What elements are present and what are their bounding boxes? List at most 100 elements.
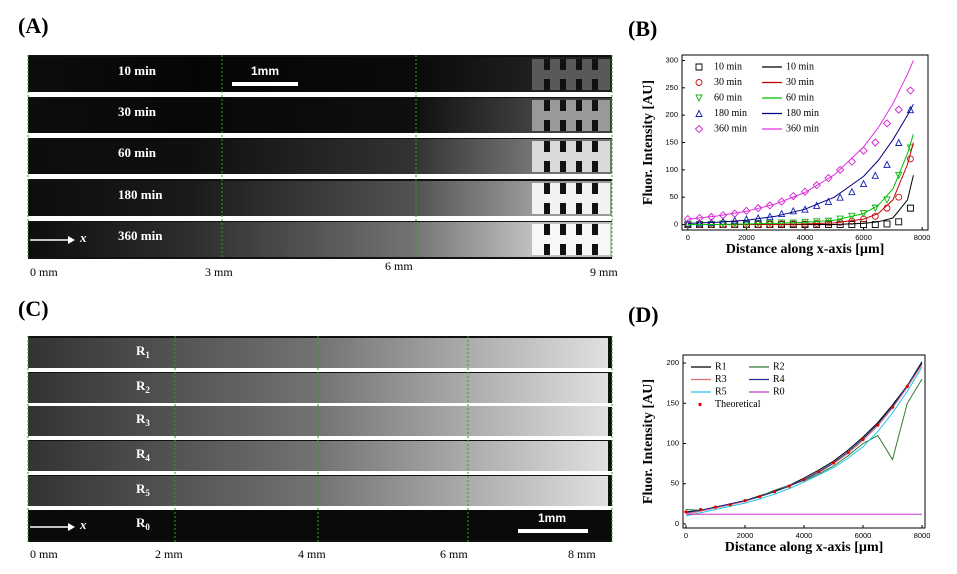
x-tick-label: 6000 [855,233,872,242]
x-tick-label: 0 [684,531,688,540]
y-tick-label: 200 [665,110,678,119]
strip-label-sub: 0 [145,522,150,532]
strip-label-sub: 2 [145,385,150,395]
strip-label: 60 min [118,145,157,160]
comb-gap [576,79,582,90]
comb-gap [560,244,566,255]
strip-label: R0 [136,515,150,532]
marker [713,505,718,509]
marker [859,146,868,155]
strip-label: 360 min [118,228,163,243]
marker [728,503,732,507]
marker [847,157,856,166]
marker [906,204,914,212]
comb-gap [544,224,550,235]
marker [802,478,806,482]
comb-gap [576,59,582,70]
y-tick-label: 150 [665,137,678,146]
comb-gap [592,79,598,90]
arrow-head [68,236,75,244]
image-strip [28,222,612,257]
marker [876,423,880,427]
legend-label: 360 min [714,123,747,134]
y-tick-label: 50 [671,479,679,488]
marker [894,171,903,180]
marker [765,201,774,210]
comb [532,183,610,214]
strip-label: R5 [136,481,150,498]
comb-gap [592,120,598,131]
separator [28,471,612,475]
legend-swatch [695,63,703,71]
marker [743,499,747,503]
comb-gap [544,120,550,131]
x-tick-label: 0 [686,233,690,242]
legend-label: 180 min [786,108,819,119]
comb-gap [576,100,582,111]
legend-label: 30 min [786,77,814,88]
marker [905,384,909,388]
strip-label: 180 min [118,187,163,202]
separator [28,403,612,407]
strip-label-sub: 3 [145,418,150,428]
marker [742,206,751,215]
comb-gap [592,183,598,194]
marker [882,119,892,128]
panel-label: (C) [18,296,49,321]
comb-gap [544,141,550,152]
comb-gap [560,141,566,152]
marker [789,191,798,201]
marker [707,212,716,222]
axis-arrow-label: x [79,230,87,245]
y-tick-label: 250 [665,83,678,92]
y-tick-label: 300 [665,55,678,64]
separator [28,506,612,510]
marker [789,206,798,215]
comb-gap [576,161,582,172]
comb-gap [576,203,582,214]
comb-gap [560,183,566,194]
x-tick-label: 2000 [737,531,754,540]
legend-label: 10 min [714,61,742,72]
image-strip [28,181,612,216]
scale-bar-label: 1mm [251,64,279,78]
series-line [687,60,914,220]
strip-label: 10 min [118,63,157,78]
marker [800,187,810,196]
comb-gap [560,59,566,70]
marker [846,450,850,454]
comb-gap [544,203,550,214]
comb [532,141,610,172]
distance-label: 3 mm [205,265,233,279]
strip-label: R3 [136,411,150,428]
comb [532,100,610,131]
y-tick-label: 0 [674,220,678,229]
strip-label-base: R [136,515,146,530]
x-tick-label: 8000 [914,233,931,242]
legend-label: 60 min [786,92,814,103]
y-tick-label: 0 [675,519,679,528]
strip-label-base: R [136,411,146,426]
legend-label: 180 min [714,108,747,119]
marker [683,214,692,224]
comb-gap [544,183,550,194]
x-tick-label: 2000 [738,233,755,242]
image-strip [28,139,612,174]
scale-bar-label: 1mm [538,511,566,525]
comb-gap [560,224,566,235]
marker [848,187,856,196]
y-tick-label: 50 [670,192,678,201]
legend-label: Theoretical [715,399,761,410]
marker [836,165,845,174]
y-tick-label: 150 [666,398,679,407]
marker [831,461,836,465]
marker [848,221,856,228]
separator [28,436,612,440]
panel-label: (D) [628,302,659,327]
series-line [685,366,923,517]
strip-label-sub: 5 [145,488,150,498]
strip-label: R4 [136,446,150,463]
legend-label: R0 [773,386,785,397]
